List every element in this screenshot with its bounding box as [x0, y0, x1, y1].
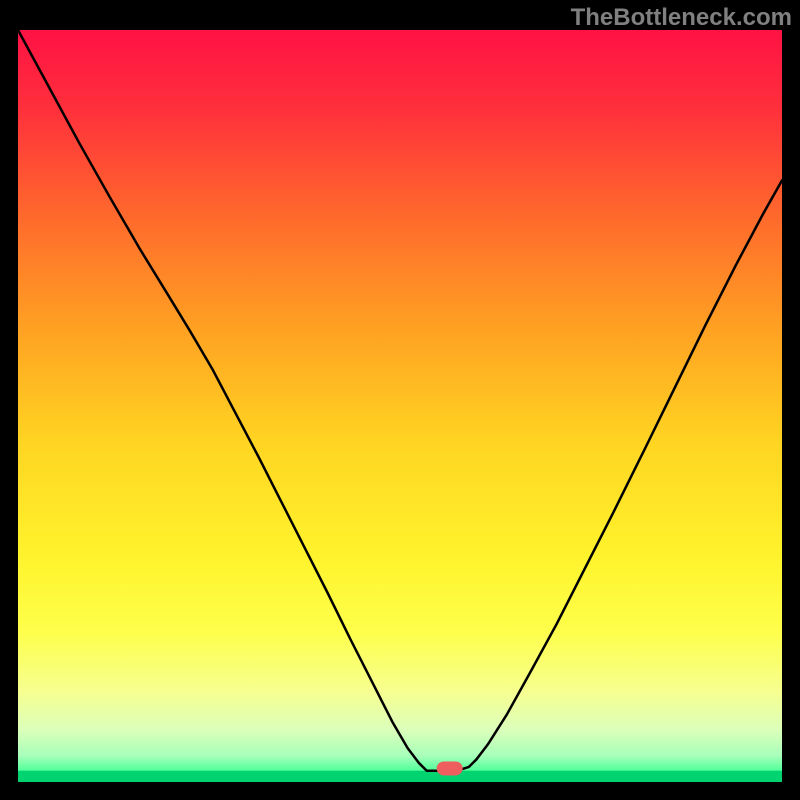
- chart-svg: [18, 30, 782, 782]
- chart-area: [18, 30, 782, 782]
- watermark-text: TheBottleneck.com: [571, 4, 792, 32]
- gradient-background: [18, 30, 782, 782]
- baseline-band: [18, 771, 782, 782]
- optimum-marker: [437, 761, 463, 775]
